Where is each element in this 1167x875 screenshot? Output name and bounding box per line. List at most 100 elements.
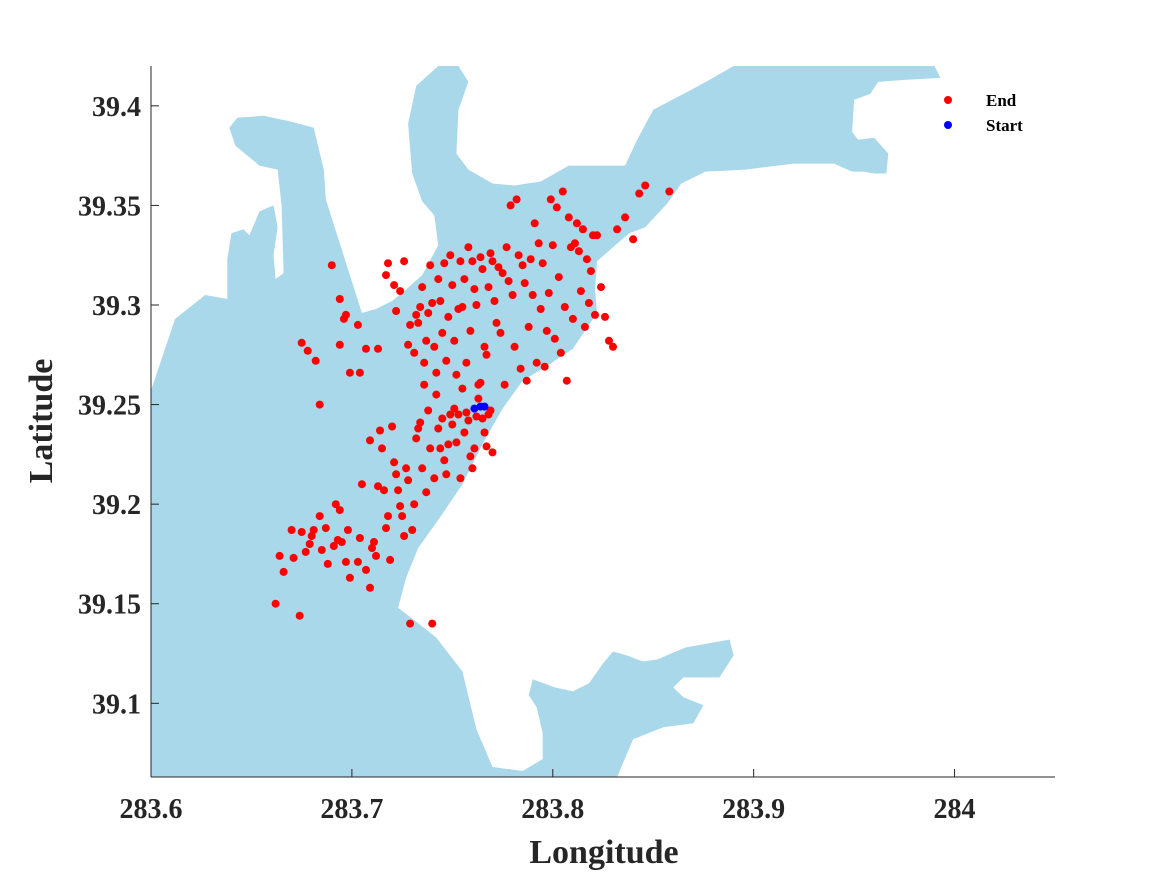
end-point [601,312,609,321]
end-point [311,356,320,365]
end-point [432,390,441,399]
end-point [374,482,382,491]
end-point [560,303,569,311]
end-point [396,502,405,511]
end-point [486,249,495,258]
start-point [470,404,479,413]
end-point [584,299,593,307]
end-point [490,297,499,305]
end-point [343,526,352,534]
end-point [460,275,469,284]
end-point [436,297,445,305]
end-point [406,619,415,628]
end-point [438,414,447,423]
end-point [418,464,427,473]
end-point [420,358,429,367]
end-point [562,376,571,385]
end-point [474,394,483,403]
end-point [370,538,378,546]
end-point [548,241,557,250]
end-point [394,486,403,495]
end-point [380,486,388,495]
end-point [422,488,431,497]
end-point [605,336,613,345]
end-point [470,285,479,294]
end-point [426,444,435,453]
end-point [376,426,384,435]
end-point [438,328,447,337]
end-point [418,283,427,292]
end-point [486,406,495,415]
end-point [392,307,401,315]
end-point [482,350,491,359]
y-tick-label: 39.35 [78,191,141,222]
end-point [494,263,503,272]
end-point [478,414,487,423]
end-point [472,301,481,309]
end-point [534,239,543,248]
end-point [556,348,565,357]
end-point [488,448,497,457]
end-point [514,251,523,260]
end-point [410,348,419,357]
legend: End Start [944,91,1023,135]
end-point [404,340,413,349]
legend-end-marker [944,96,952,104]
end-point [297,338,306,347]
end-point [609,342,617,351]
y-tick-label: 39.2 [92,490,141,521]
start-point [480,402,489,411]
x-tick-label: 283.9 [722,794,785,825]
end-point [353,320,362,329]
x-tick-label: 283.6 [120,794,183,825]
end-point [474,380,483,389]
axes-layer [150,66,1055,778]
end-point [476,253,485,262]
end-point [516,364,525,373]
end-point [506,201,515,210]
end-point [613,225,622,234]
end-point [536,305,545,313]
end-point [570,239,579,248]
end-point [362,344,370,353]
end-point [303,346,312,355]
end-point [448,420,457,429]
end-point [552,203,561,212]
end-point [460,428,469,437]
end-point [404,476,413,485]
end-point [665,187,674,196]
y-ticks: 39.1 39.15 39.2 39.25 39.3 39.35 39.4 [78,92,159,720]
end-point [432,368,441,377]
end-point [353,557,362,566]
x-ticks: 283.6 283.7 283.8 283.9 284 [120,769,976,825]
end-point [384,259,392,268]
legend-end-label: End [986,91,1017,110]
end-point [335,506,344,515]
end-point [466,452,475,461]
end-point [621,213,630,222]
end-point [382,271,390,280]
end-point [400,257,409,266]
end-point [287,526,296,534]
end-point [422,336,431,345]
end-point [321,524,330,533]
end-point [480,342,489,351]
end-point [586,267,595,276]
end-point [335,340,344,349]
end-point [384,512,392,521]
end-point [420,380,429,389]
y-tick-label: 39.4 [92,92,141,123]
end-point [406,320,415,329]
end-point [355,368,364,377]
end-point [464,416,473,425]
end-point [442,470,451,479]
end-point [444,440,453,449]
end-point [568,314,577,323]
end-point [550,334,559,343]
end-point [400,532,409,540]
end-point [540,362,549,371]
end-point [444,312,453,321]
end-point [492,318,501,327]
end-point [416,418,425,427]
end-point [591,310,599,319]
